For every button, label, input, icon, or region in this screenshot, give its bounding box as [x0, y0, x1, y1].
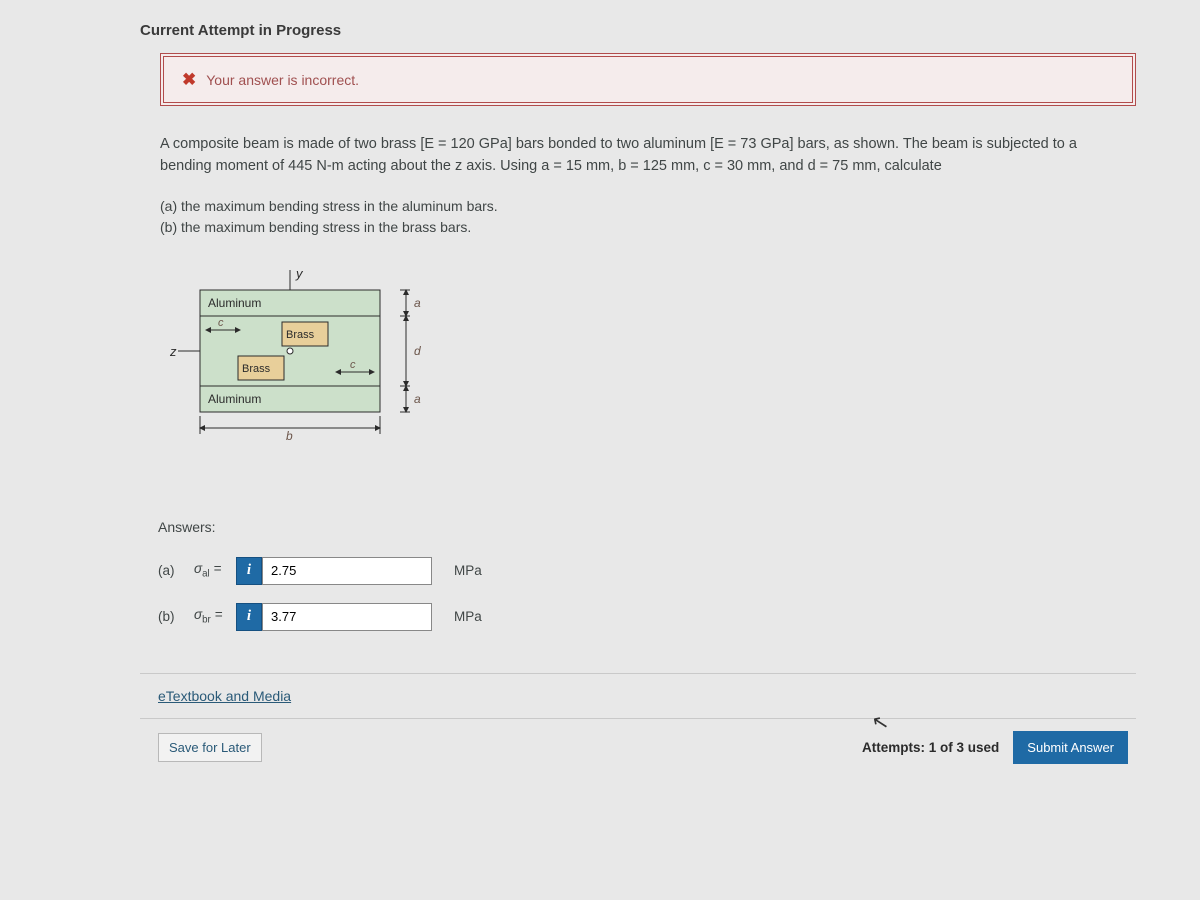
section-title: Current Attempt in Progress	[140, 22, 1140, 39]
answer-part-label: (a)	[158, 563, 194, 578]
svg-text:b: b	[286, 429, 293, 443]
info-icon[interactable]: i	[236, 603, 262, 631]
answer-symbol: σal =	[194, 561, 236, 580]
attempts-counter: Attempts: 1 of 3 used	[862, 740, 999, 755]
feedback-message: Your answer is incorrect.	[206, 72, 359, 88]
answer-unit: MPa	[454, 563, 482, 578]
svg-text:a: a	[414, 392, 421, 406]
footer-area: eTextbook and Media Save for Later Attem…	[140, 673, 1136, 776]
problem-statement: A composite beam is made of two brass [E…	[160, 134, 1120, 178]
answer-row: (b)σbr =i MPa	[158, 603, 1140, 631]
save-for-later-button[interactable]: Save for Later	[158, 733, 262, 762]
incorrect-icon: ✖	[182, 71, 196, 88]
submit-answer-button[interactable]: Submit Answer	[1013, 731, 1128, 764]
svg-text:c: c	[350, 359, 356, 371]
svg-text:Aluminum: Aluminum	[208, 392, 261, 406]
svg-text:Aluminum: Aluminum	[208, 296, 261, 310]
answers-label: Answers:	[158, 519, 1140, 535]
svg-text:Brass: Brass	[242, 363, 271, 375]
etextbook-link[interactable]: eTextbook and Media	[140, 674, 1136, 719]
problem-part-a: (a) the maximum bending stress in the al…	[160, 196, 1120, 217]
beam-diagram: y z Aluminum Brass Brass c c Aluminum b a d a	[160, 260, 1140, 495]
problem-part-b: (b) the maximum bending stress in the br…	[160, 217, 1120, 238]
answer-input-0[interactable]	[262, 557, 432, 585]
answer-input-1[interactable]	[262, 603, 432, 631]
svg-text:z: z	[169, 344, 177, 359]
answer-unit: MPa	[454, 609, 482, 624]
svg-text:c: c	[218, 317, 224, 329]
svg-text:a: a	[414, 296, 421, 310]
feedback-box: ✖ Your answer is incorrect.	[160, 53, 1136, 106]
answer-part-label: (b)	[158, 609, 194, 624]
answer-row: (a)σal =i MPa	[158, 557, 1140, 585]
answer-symbol: σbr =	[194, 607, 236, 626]
svg-text:y: y	[295, 266, 304, 281]
problem-subparts: (a) the maximum bending stress in the al…	[160, 196, 1120, 238]
svg-text:d: d	[414, 344, 421, 358]
svg-text:Brass: Brass	[286, 329, 315, 341]
info-icon[interactable]: i	[236, 557, 262, 585]
